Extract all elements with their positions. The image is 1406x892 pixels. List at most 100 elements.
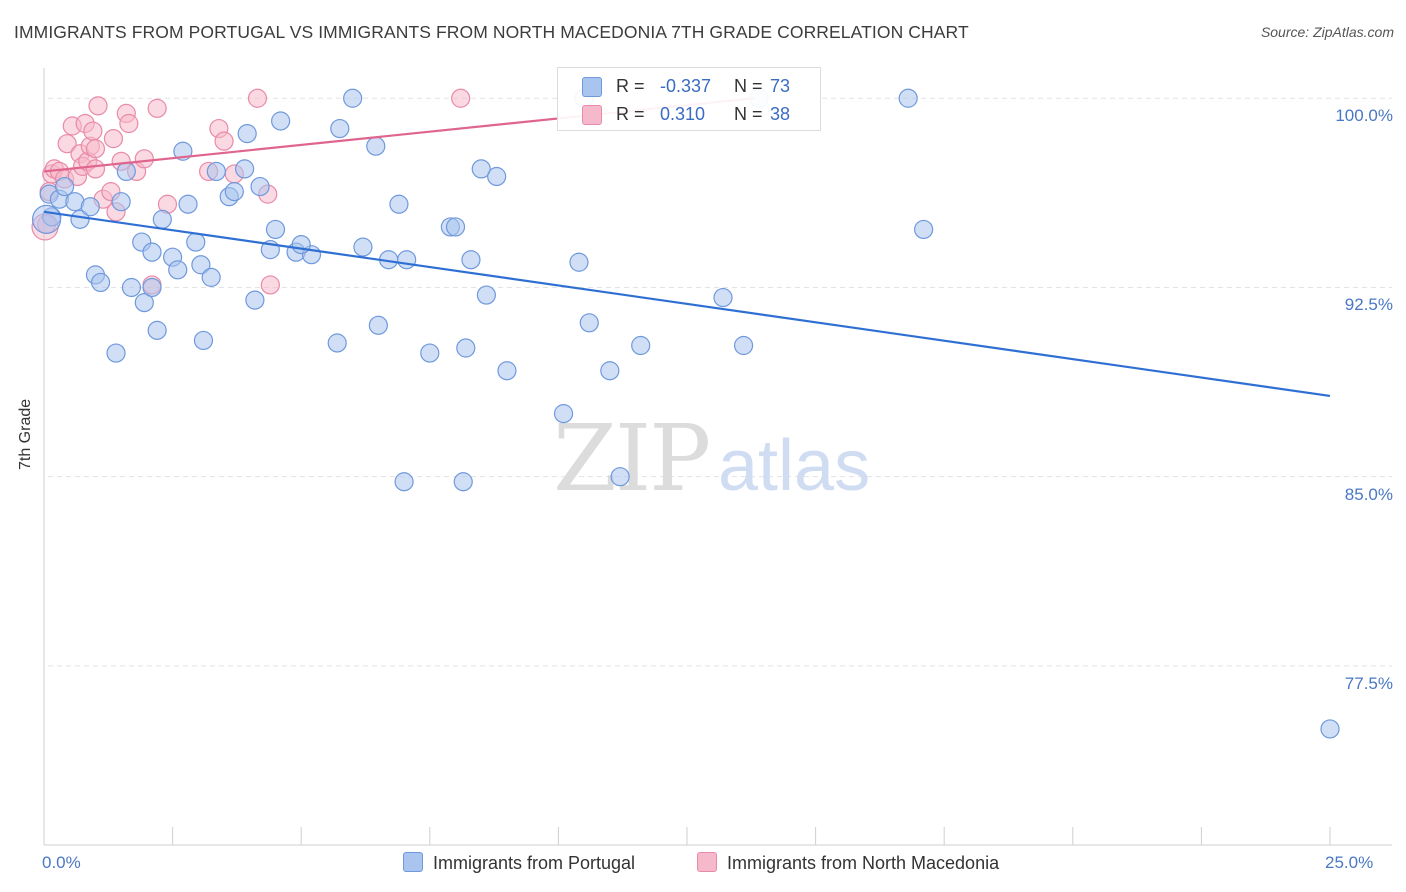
data-point-portugal [31,204,62,234]
data-point-portugal [368,315,388,335]
data-point-north-macedonia [134,149,154,169]
data-point-portugal [445,217,466,237]
legend-swatch-pink [697,852,717,872]
chart-source: Source: ZipAtlas.com [1260,24,1394,40]
data-point-north-macedonia [57,134,77,154]
data-point-portugal [80,197,100,217]
data-point-portugal [397,250,417,270]
data-point-portugal [121,277,142,298]
data-point-north-macedonia [119,113,139,134]
axes [43,68,1392,846]
data-point-portugal [898,88,918,108]
data-point-portugal [476,285,496,305]
data-point-portugal [453,472,473,492]
data-point-north-macedonia [85,139,106,159]
data-point-portugal [461,250,481,270]
data-point-portugal [343,88,363,108]
trend-line-portugal [43,210,1331,398]
series-portugal [31,88,1340,739]
data-point-portugal [1320,719,1340,739]
data-point-north-macedonia [247,88,268,108]
data-point-portugal [152,209,172,229]
n-label: N = [734,104,763,124]
data-point-portugal [201,267,221,287]
data-point-portugal [569,252,589,272]
data-point-portugal [134,293,154,313]
data-point-portugal [142,242,162,262]
data-point-portugal [235,159,255,179]
data-point-portugal [600,361,620,381]
legend: Immigrants from Portugal Immigrants from… [0,852,1406,878]
data-point-portugal [265,219,286,240]
data-point-portugal [713,287,733,308]
watermark-atlas: atlas [718,426,870,506]
data-point-portugal [631,335,651,356]
legend-swatch-blue [403,852,423,872]
r-label: R = [616,104,645,124]
grid-lines [48,97,1392,667]
legend-item-north-macedonia[interactable]: Immigrants from North Macedonia [697,852,999,874]
data-point-portugal [250,176,270,197]
data-point-portugal [147,320,167,340]
x-tick-label-min: 0.0% [42,853,81,872]
data-point-portugal [420,343,440,363]
data-point-portugal [497,361,517,381]
r-label: R = [616,76,645,96]
data-point-portugal [330,118,350,139]
data-point-portugal [191,255,211,275]
data-point-portugal [224,182,244,202]
n-value: 38 [770,104,791,124]
legend-item-portugal[interactable]: Immigrants from Portugal [403,852,635,874]
data-point-north-macedonia [88,96,108,116]
chart-title: IMMIGRANTS FROM PORTUGAL VS IMMIGRANTS F… [14,22,969,42]
data-point-north-macedonia [451,88,471,108]
data-point-portugal [327,333,347,353]
data-point-portugal [271,111,291,131]
data-point-portugal [389,194,409,214]
r-value: 0.310 [660,104,706,124]
data-point-portugal [237,123,257,144]
trend-lines [43,97,1331,398]
data-point-portugal [90,272,111,293]
legend-label-north-macedonia: Immigrants from North Macedonia [727,853,1000,873]
data-point-north-macedonia [83,121,103,141]
data-point-north-macedonia [260,275,280,295]
data-point-portugal [471,159,491,179]
n-value: 73 [770,76,791,96]
y-axis-label: 7th Grade [17,398,34,470]
y-tick-label: 92.5% [1344,295,1393,315]
data-point-portugal [366,136,386,156]
data-point-portugal [54,176,75,197]
data-point-north-macedonia [103,129,124,149]
data-point-portugal [914,219,934,240]
data-point-portugal [178,194,198,214]
data-point-portugal [106,343,126,363]
data-point-portugal [733,335,754,356]
blue-swatch [582,77,602,97]
x-tick-label-max: 25.0% [1325,853,1374,872]
data-point-portugal [168,260,188,280]
data-point-portugal [487,166,507,187]
data-point-portugal [579,313,599,333]
y-tick-label: 85.0% [1344,484,1393,504]
pink-swatch [582,105,602,125]
data-point-north-macedonia [214,131,234,151]
data-point-portugal [142,277,162,298]
data-point-portugal [291,234,311,255]
watermark-zip: ZIP [553,405,709,512]
data-point-portugal [245,290,265,310]
stats-box: R = -0.337 N = 73 R = 0.310 N = 38 [557,67,821,131]
r-value: -0.337 [660,76,712,96]
data-point-portugal [610,467,630,487]
n-label: N = [734,76,763,96]
legend-label-portugal: Immigrants from Portugal [433,853,636,873]
data-point-portugal [116,161,136,182]
data-point-north-macedonia [147,98,167,118]
data-point-portugal [394,472,414,492]
data-point-portugal [186,232,206,252]
data-point-portugal [193,330,214,351]
y-tick-label: 77.5% [1344,673,1393,693]
stats-row-north-macedonia: R = 0.310 N = 38 [558,101,820,127]
y-tick-label: 100.0% [1335,106,1393,126]
